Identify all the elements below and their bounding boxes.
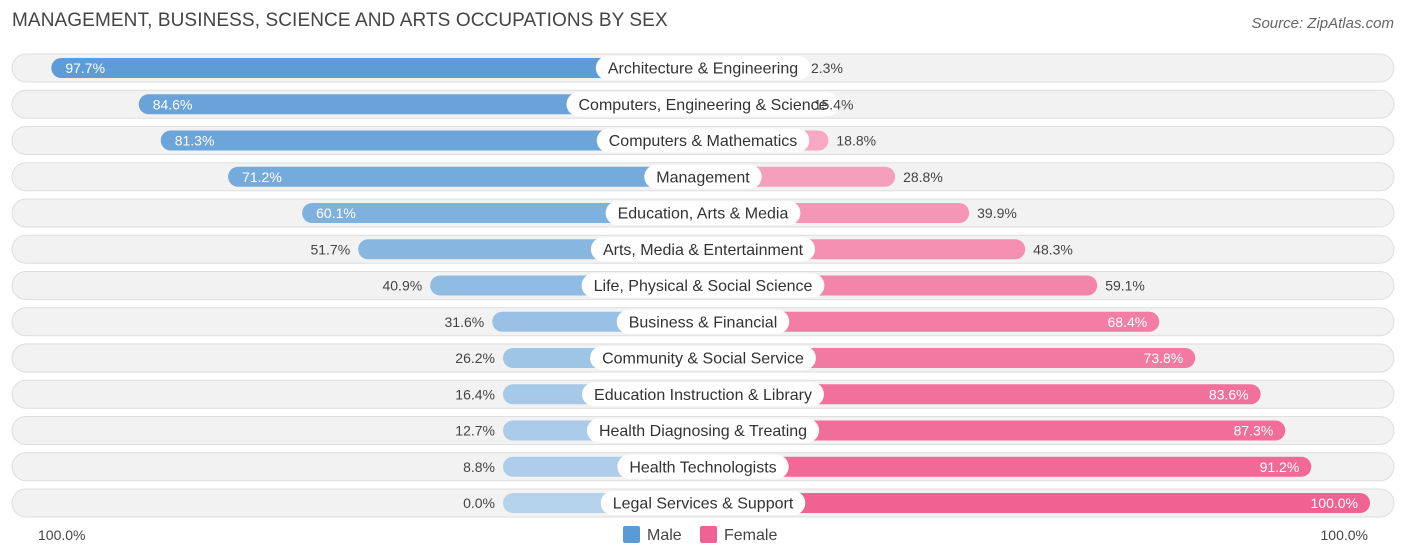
category-label-bg-education-arts-media xyxy=(605,201,801,225)
category-label-bg-business-financial xyxy=(616,309,790,334)
female-value-health-diagnosing-treating: 87.3% xyxy=(1234,423,1274,439)
female-value-business-financial: 68.4% xyxy=(1108,314,1148,330)
male-bar-management xyxy=(228,166,703,187)
male-value-health-technologists: 8.8% xyxy=(463,459,495,475)
female-value-computers-mathematics: 18.8% xyxy=(836,133,876,149)
axis-right-label: 100.0% xyxy=(1321,527,1368,543)
female-value-community-social-service: 73.8% xyxy=(1144,350,1184,366)
female-bar-business-financial xyxy=(703,311,1160,332)
category-label-health-diagnosing-treating: Health Diagnosing & Treating xyxy=(599,423,807,440)
male-value-arts-media-entertainment: 51.7% xyxy=(310,241,350,257)
male-value-architecture-engineering: 97.7% xyxy=(65,60,105,76)
category-label-life-physical-social-science: Life, Physical & Social Science xyxy=(594,278,813,295)
category-label-computers-engineering-science: Computers, Engineering & Science xyxy=(578,97,827,114)
category-label-bg-life-physical-social-science xyxy=(581,273,825,298)
axis-left-label: 100.0% xyxy=(38,527,85,543)
category-label-education-arts-media: Education, Arts & Media xyxy=(618,206,789,223)
category-label-computers-mathematics: Computers & Mathematics xyxy=(609,133,798,150)
category-label-bg-architecture-engineering xyxy=(595,56,811,80)
category-label-legal-services-support: Legal Services & Support xyxy=(613,496,794,513)
female-value-legal-services-support: 100.0% xyxy=(1311,495,1358,511)
legend-label-male: Male xyxy=(647,527,682,544)
category-label-architecture-engineering: Architecture & Engineering xyxy=(608,61,798,78)
female-value-education-instruction-library: 83.6% xyxy=(1209,386,1249,402)
male-value-legal-services-support: 0.0% xyxy=(463,495,495,511)
female-bar-education-instruction-library xyxy=(703,384,1261,405)
category-label-health-technologists: Health Technologists xyxy=(629,459,776,476)
female-bar-legal-services-support xyxy=(703,493,1370,513)
female-value-health-technologists: 91.2% xyxy=(1260,459,1300,475)
category-label-management: Management xyxy=(656,169,750,186)
female-value-education-arts-media: 39.9% xyxy=(977,205,1017,221)
male-bar-architecture-engineering xyxy=(51,58,703,78)
female-bar-community-social-service xyxy=(703,348,1196,368)
male-value-education-instruction-library: 16.4% xyxy=(455,386,495,402)
female-value-arts-media-entertainment: 48.3% xyxy=(1033,241,1073,257)
female-bar-health-technologists xyxy=(703,456,1312,477)
category-label-bg-education-instruction-library xyxy=(582,382,824,407)
category-label-bg-computers-engineering-science xyxy=(566,92,840,117)
category-label-bg-arts-media-entertainment xyxy=(590,237,816,262)
male-value-business-financial: 31.6% xyxy=(445,314,485,330)
male-bar-computers-mathematics xyxy=(160,130,703,151)
female-value-architecture-engineering: 2.3% xyxy=(811,60,843,76)
category-label-education-instruction-library: Education Instruction & Library xyxy=(594,387,812,404)
chart-source: Source: ZipAtlas.com xyxy=(1251,15,1394,32)
female-bar-health-diagnosing-treating xyxy=(703,420,1286,441)
category-label-community-social-service: Community & Social Service xyxy=(602,351,804,368)
male-value-health-diagnosing-treating: 12.7% xyxy=(455,423,495,439)
chart-title: MANAGEMENT, BUSINESS, SCIENCE AND ARTS O… xyxy=(12,10,668,31)
male-value-community-social-service: 26.2% xyxy=(455,350,495,366)
male-value-computers-engineering-science: 84.6% xyxy=(153,96,193,112)
male-value-management: 71.2% xyxy=(242,169,282,185)
category-label-arts-media-entertainment: Arts, Media & Entertainment xyxy=(603,242,804,259)
female-value-management: 28.8% xyxy=(903,169,943,185)
male-value-education-arts-media: 60.1% xyxy=(316,205,356,221)
male-bar-education-arts-media xyxy=(302,203,703,223)
legend-label-female: Female xyxy=(724,527,777,544)
category-label-bg-management xyxy=(644,164,762,189)
category-label-bg-computers-mathematics xyxy=(596,128,810,153)
male-value-life-physical-social-science: 40.9% xyxy=(382,278,422,294)
category-label-bg-legal-services-support xyxy=(600,491,806,515)
legend-swatch-male xyxy=(623,526,640,543)
category-label-bg-community-social-service xyxy=(590,346,816,370)
female-value-life-physical-social-science: 59.1% xyxy=(1105,278,1145,294)
female-value-computers-engineering-science: 15.4% xyxy=(814,96,854,112)
male-bar-computers-engineering-science xyxy=(138,94,703,115)
male-value-computers-mathematics: 81.3% xyxy=(175,133,215,149)
legend-swatch-female xyxy=(700,526,717,543)
category-label-bg-health-technologists xyxy=(617,454,789,479)
category-label-business-financial: Business & Financial xyxy=(629,314,778,331)
category-label-bg-health-diagnosing-treating xyxy=(586,418,820,443)
